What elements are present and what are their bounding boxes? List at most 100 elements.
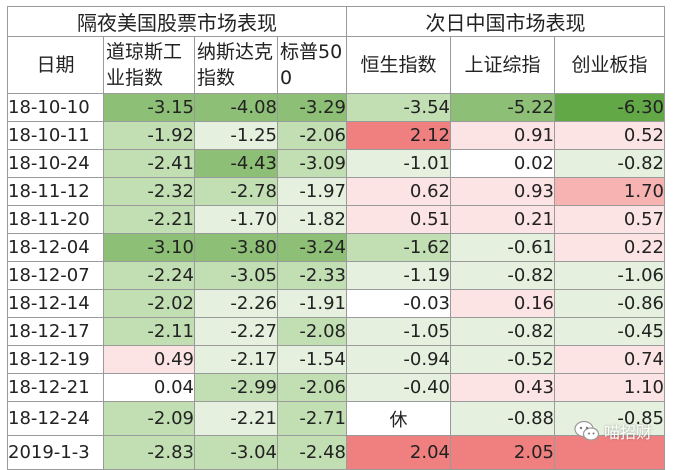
column-header-date: 日期 bbox=[7, 36, 104, 94]
dow-value-cell: -2.09 bbox=[103, 401, 195, 436]
column-header-hsi: 恒生指数 bbox=[346, 36, 451, 94]
sp500-value-cell: -2.33 bbox=[277, 261, 347, 290]
table-row: 18-12-21 0.04 -2.99 -2.06 -0.40 0.43 1.10 bbox=[7, 373, 665, 402]
column-header-shcomp: 上证综指 bbox=[450, 36, 555, 94]
sp500-value-cell: -3.29 bbox=[277, 93, 347, 122]
dow-value-cell: -2.83 bbox=[103, 435, 195, 470]
date-cell: 18-10-11 bbox=[7, 121, 104, 150]
column-header-nasdaq: 纳斯达克指数 bbox=[194, 36, 278, 94]
us-market-group-header: 隔夜美国股票市场表现 bbox=[7, 6, 347, 37]
sp500-value-cell: -2.71 bbox=[277, 401, 347, 436]
sp500-value-cell: -1.82 bbox=[277, 205, 347, 234]
nasdaq-value-cell: -1.70 bbox=[194, 205, 278, 234]
chinext-value-cell: 0.57 bbox=[554, 205, 665, 234]
dow-value-cell: -2.02 bbox=[103, 289, 195, 318]
dow-value-cell: -2.32 bbox=[103, 177, 195, 206]
hsi-value-cell: 2.12 bbox=[346, 121, 451, 150]
nasdaq-value-cell: -3.04 bbox=[194, 435, 278, 470]
watermark: 喵招财 bbox=[574, 418, 652, 444]
shcomp-value-cell: 0.43 bbox=[450, 373, 555, 402]
dow-value-cell: 0.49 bbox=[103, 345, 195, 374]
nasdaq-value-cell: -2.78 bbox=[194, 177, 278, 206]
table-row: 18-10-24 -2.41 -4.43 -3.09 -1.01 0.02 -0.82 bbox=[7, 149, 665, 178]
chinext-value-cell: -0.86 bbox=[554, 289, 665, 318]
nasdaq-value-cell: -2.99 bbox=[194, 373, 278, 402]
chinext-value-cell: -0.85 bbox=[554, 401, 665, 436]
date-cell: 18-12-17 bbox=[7, 317, 104, 346]
dow-value-cell: -2.41 bbox=[103, 149, 195, 178]
sp500-value-cell: -1.97 bbox=[277, 177, 347, 206]
chinext-value-cell: -6.30 bbox=[554, 93, 665, 122]
date-cell: 18-12-21 bbox=[7, 373, 104, 402]
table-row: 2019-1-3 -2.83 -3.04 -2.48 2.04 2.05 bbox=[7, 435, 665, 470]
dow-value-cell: -2.11 bbox=[103, 317, 195, 346]
hsi-value-cell: -0.40 bbox=[346, 373, 451, 402]
shcomp-value-cell: -0.82 bbox=[450, 261, 555, 290]
nasdaq-value-cell: -3.80 bbox=[194, 233, 278, 262]
date-cell: 18-12-07 bbox=[7, 261, 104, 290]
shcomp-value-cell: 0.21 bbox=[450, 205, 555, 234]
group-header-row: 隔夜美国股票市场表现 次日中国市场表现 bbox=[7, 6, 665, 37]
date-cell: 18-10-24 bbox=[7, 149, 104, 178]
cn-market-group-header: 次日中国市场表现 bbox=[346, 6, 665, 37]
sp500-value-cell: -2.48 bbox=[277, 435, 347, 470]
shcomp-value-cell: 0.02 bbox=[450, 149, 555, 178]
sp500-value-cell: -1.54 bbox=[277, 345, 347, 374]
column-header-row: 日期 道琼斯工业指数 纳斯达克指数 标普500 恒生指数 上证综指 创业板指 bbox=[7, 36, 665, 94]
chinext-value-cell: 1.70 bbox=[554, 177, 665, 206]
nasdaq-value-cell: -1.25 bbox=[194, 121, 278, 150]
hsi-value-cell: -1.01 bbox=[346, 149, 451, 178]
hsi-value-cell: 2.04 bbox=[346, 435, 451, 470]
hsi-value-cell: 0.51 bbox=[346, 205, 451, 234]
sp500-value-cell: -3.09 bbox=[277, 149, 347, 178]
hsi-value-cell: -1.05 bbox=[346, 317, 451, 346]
table-row: 18-12-17 -2.11 -2.27 -2.08 -1.05 -0.82 -0.45 bbox=[7, 317, 665, 346]
nasdaq-value-cell: -2.26 bbox=[194, 289, 278, 318]
dow-value-cell: -2.21 bbox=[103, 205, 195, 234]
shcomp-value-cell: 2.05 bbox=[450, 435, 555, 470]
table-row: 18-12-07 -2.24 -3.05 -2.33 -1.19 -0.82 -1.06 bbox=[7, 261, 665, 290]
table-row: 18-10-10 -3.15 -4.08 -3.29 -3.54 -5.22 -6.30 bbox=[7, 93, 665, 122]
nasdaq-value-cell: -4.43 bbox=[194, 149, 278, 178]
date-cell: 18-11-20 bbox=[7, 205, 104, 234]
shcomp-value-cell: 0.91 bbox=[450, 121, 555, 150]
watermark-text: 喵招财 bbox=[604, 423, 653, 442]
date-cell: 18-12-14 bbox=[7, 289, 104, 318]
dow-value-cell: 0.04 bbox=[103, 373, 195, 402]
column-header-sp500: 标普500 bbox=[277, 36, 347, 94]
market-comparison-table: 隔夜美国股票市场表现 次日中国市场表现 日期 道琼斯工业指数 纳斯达克指数 标普… bbox=[7, 6, 665, 470]
dow-value-cell: -3.15 bbox=[103, 93, 195, 122]
dow-value-cell: -1.92 bbox=[103, 121, 195, 150]
chinext-value-cell: 0.74 bbox=[554, 345, 665, 374]
nasdaq-value-cell: -2.21 bbox=[194, 401, 278, 436]
chinext-value-cell: 0.22 bbox=[554, 233, 665, 262]
column-header-chinext: 创业板指 bbox=[554, 36, 665, 94]
hsi-value-cell: -0.94 bbox=[346, 345, 451, 374]
table-row: 18-10-11 -1.92 -1.25 -2.06 2.12 0.91 0.52 bbox=[7, 121, 665, 150]
dow-value-cell: -2.24 bbox=[103, 261, 195, 290]
date-cell: 18-11-12 bbox=[7, 177, 104, 206]
table-row: 18-11-20 -2.21 -1.70 -1.82 0.51 0.21 0.57 bbox=[7, 205, 665, 234]
nasdaq-value-cell: -2.17 bbox=[194, 345, 278, 374]
sp500-value-cell: -1.91 bbox=[277, 289, 347, 318]
shcomp-value-cell: 0.93 bbox=[450, 177, 555, 206]
sp500-value-cell: -2.06 bbox=[277, 121, 347, 150]
hsi-value-cell: -1.62 bbox=[346, 233, 451, 262]
table-row: 18-12-04 -3.10 -3.80 -3.24 -1.62 -0.61 0.22 bbox=[7, 233, 665, 262]
table-row: 18-12-24 -2.09 -2.21 -2.71 休 -0.88 -0.85 bbox=[7, 401, 665, 436]
shcomp-value-cell: -0.88 bbox=[450, 401, 555, 436]
nasdaq-value-cell: -2.27 bbox=[194, 317, 278, 346]
chinext-value-cell: -0.45 bbox=[554, 317, 665, 346]
nasdaq-value-cell: -4.08 bbox=[194, 93, 278, 122]
shcomp-value-cell: 0.16 bbox=[450, 289, 555, 318]
shcomp-value-cell: -5.22 bbox=[450, 93, 555, 122]
date-cell: 2019-1-3 bbox=[7, 435, 104, 470]
shcomp-value-cell: -0.52 bbox=[450, 345, 555, 374]
date-cell: 18-12-19 bbox=[7, 345, 104, 374]
hsi-value-cell: 休 bbox=[346, 401, 451, 436]
column-header-dow: 道琼斯工业指数 bbox=[103, 36, 195, 94]
date-cell: 18-12-04 bbox=[7, 233, 104, 262]
hsi-value-cell: -3.54 bbox=[346, 93, 451, 122]
chinext-value-cell: 1.10 bbox=[554, 373, 665, 402]
chinext-value-cell: -0.82 bbox=[554, 149, 665, 178]
